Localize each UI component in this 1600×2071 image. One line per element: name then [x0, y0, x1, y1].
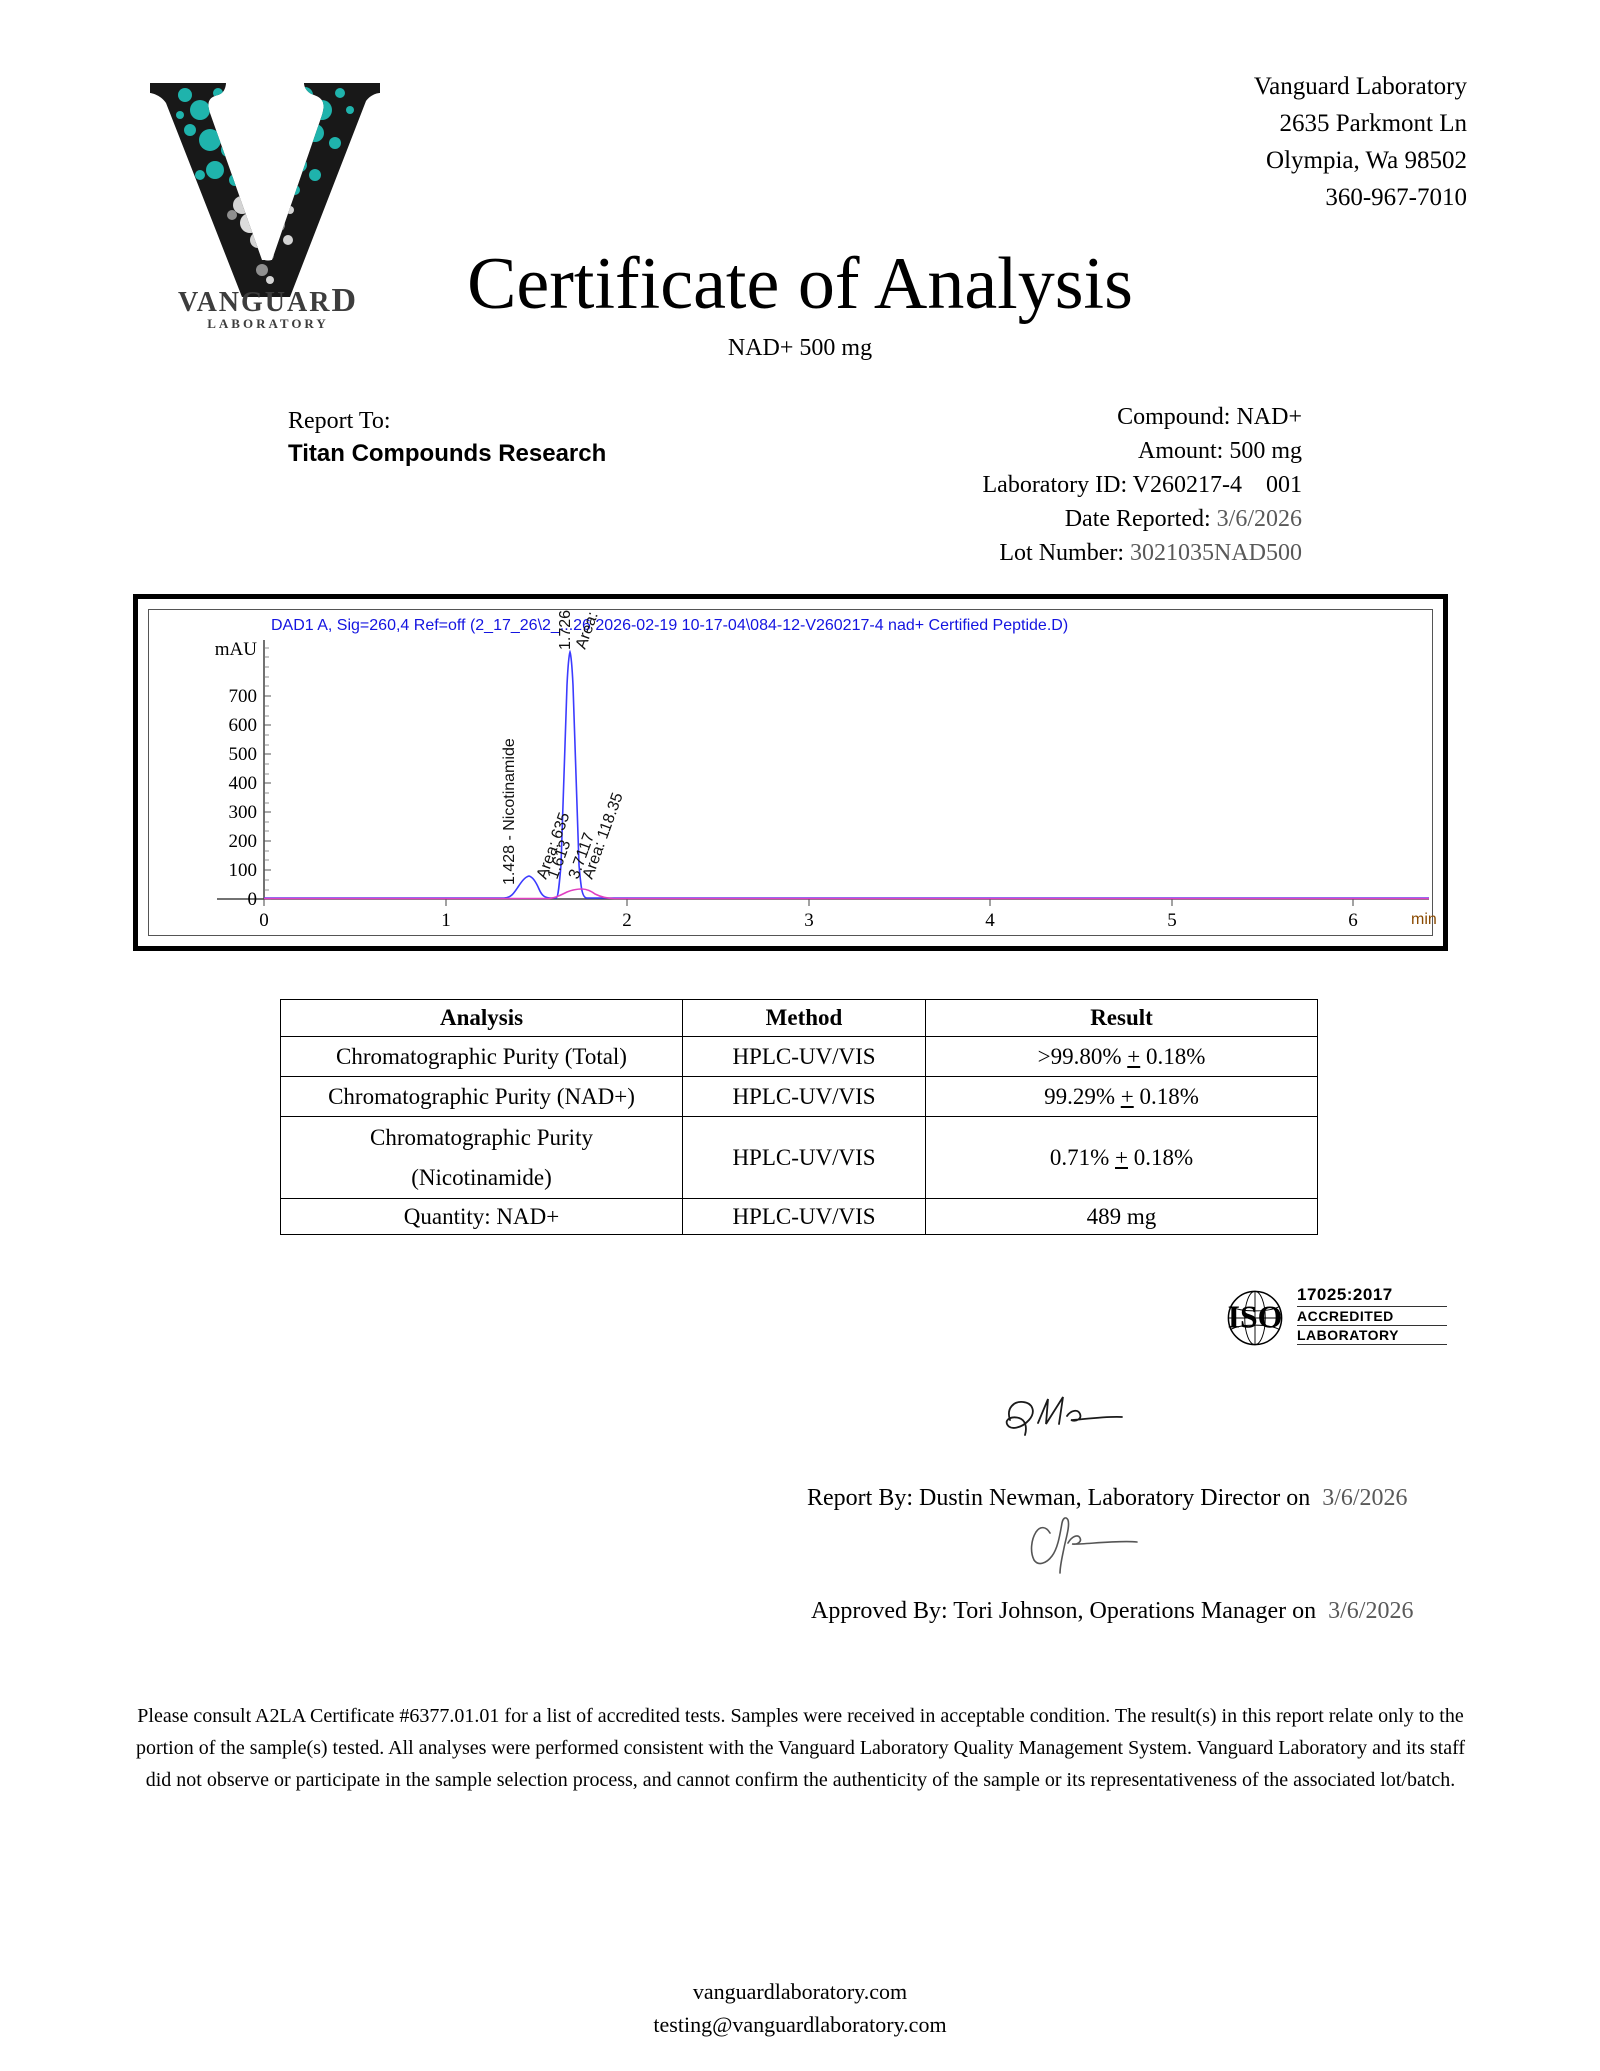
svg-text:1.726 - NAD+: 1.726 - NAD+ [557, 610, 574, 650]
svg-text:4: 4 [985, 910, 995, 931]
svg-text:mAU: mAU [215, 639, 258, 660]
svg-text:100: 100 [229, 860, 258, 881]
svg-text:0: 0 [248, 889, 258, 910]
svg-text:6: 6 [1348, 910, 1358, 931]
svg-text:700: 700 [229, 686, 258, 707]
svg-text:ISO: ISO [1228, 1299, 1283, 1334]
svg-text:3: 3 [804, 910, 814, 931]
svg-text:300: 300 [229, 802, 258, 823]
svg-text:1.428 - Nicotinamide: 1.428 - Nicotinamide [501, 738, 518, 885]
svg-text:5: 5 [1167, 910, 1177, 931]
svg-text:2: 2 [622, 910, 632, 931]
svg-text:0: 0 [259, 910, 269, 931]
svg-text:500: 500 [229, 744, 258, 765]
svg-text:1: 1 [441, 910, 451, 931]
svg-text:400: 400 [229, 773, 258, 794]
svg-text:min: min [1411, 911, 1437, 928]
svg-text:200: 200 [229, 831, 258, 852]
svg-text:600: 600 [229, 715, 258, 736]
svg-text:DAD1 A, Sig=260,4 Ref=off (2_1: DAD1 A, Sig=260,4 Ref=off (2_17_26\2_...… [271, 617, 1068, 634]
